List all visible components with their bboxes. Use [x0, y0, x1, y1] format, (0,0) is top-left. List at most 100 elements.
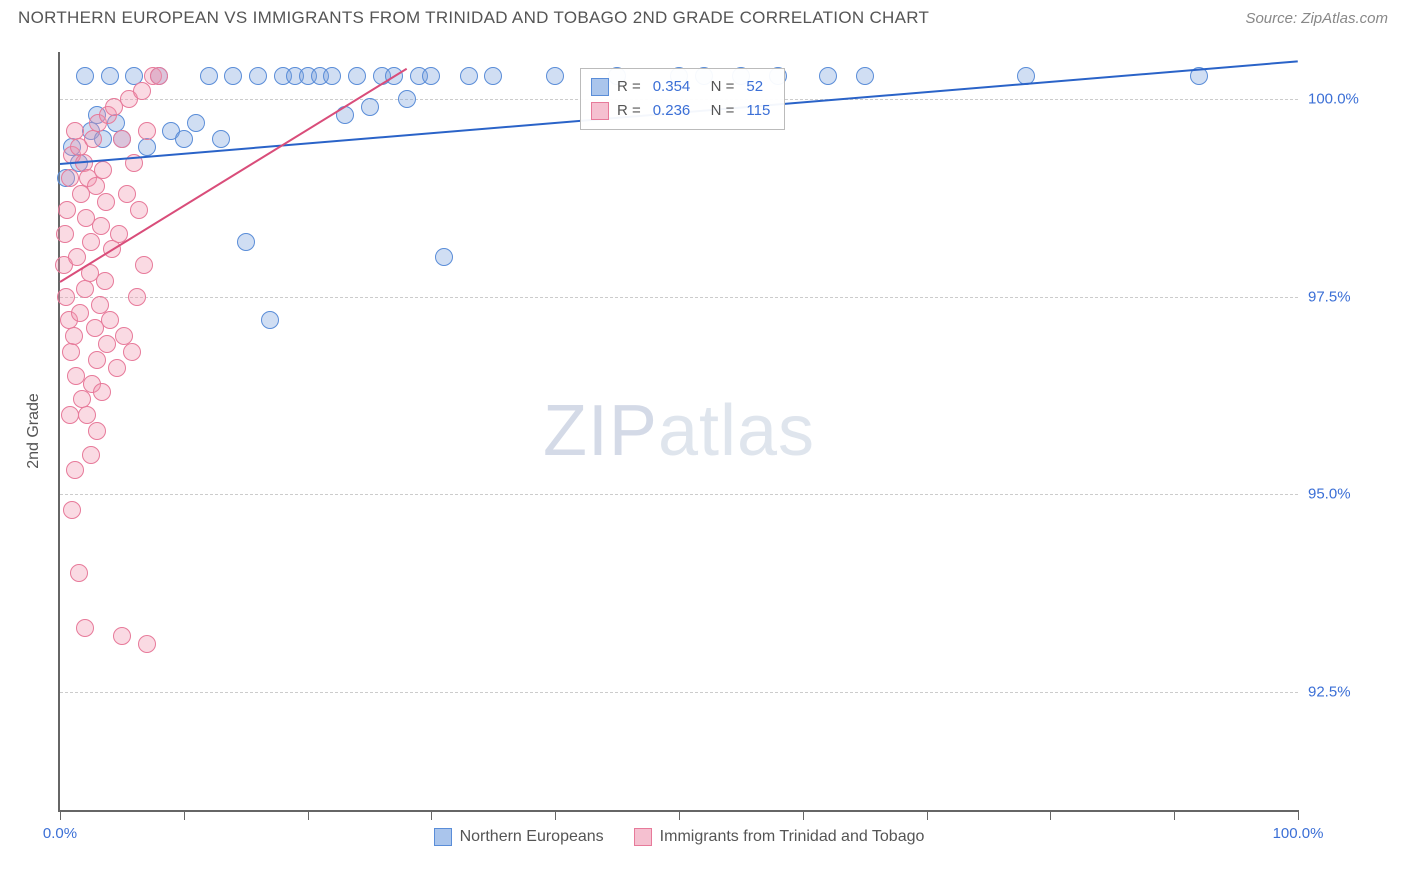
scatter-point	[484, 67, 502, 85]
scatter-point	[138, 122, 156, 140]
scatter-point	[224, 67, 242, 85]
stats-legend-row: R = 0.236 N = 115	[591, 99, 774, 123]
legend-n-value: 52	[746, 78, 763, 95]
scatter-point	[422, 67, 440, 85]
bottom-legend: Northern Europeans Immigrants from Trinid…	[60, 828, 1298, 846]
x-tick	[308, 810, 309, 820]
stats-legend-row: R = 0.354 N = 52	[591, 75, 774, 99]
stats-legend: R = 0.354 N = 52 R = 0.236 N = 115	[580, 68, 785, 130]
scatter-point	[187, 114, 205, 132]
plot-area: 2nd Grade ZIPatlas 92.5%95.0%97.5%100.0%…	[58, 52, 1298, 812]
scatter-point	[118, 185, 136, 203]
legend-swatch	[591, 102, 609, 120]
scatter-point	[819, 67, 837, 85]
scatter-point	[361, 98, 379, 116]
watermark-bold: ZIP	[543, 391, 658, 471]
x-tick	[1174, 810, 1175, 820]
x-tick	[60, 810, 61, 820]
scatter-point	[82, 233, 100, 251]
scatter-point	[61, 406, 79, 424]
scatter-point	[97, 193, 115, 211]
x-tick	[927, 810, 928, 820]
scatter-point	[237, 233, 255, 251]
scatter-point	[323, 67, 341, 85]
scatter-point	[63, 501, 81, 519]
scatter-point	[128, 288, 146, 306]
gridline-h	[60, 494, 1298, 495]
scatter-point	[88, 351, 106, 369]
legend-r-value: 0.236	[653, 102, 691, 119]
scatter-point	[101, 311, 119, 329]
scatter-point	[58, 201, 76, 219]
scatter-point	[98, 335, 116, 353]
scatter-point	[70, 564, 88, 582]
scatter-point	[57, 288, 75, 306]
scatter-point	[113, 130, 131, 148]
x-tick	[431, 810, 432, 820]
x-tick	[803, 810, 804, 820]
scatter-point	[200, 67, 218, 85]
scatter-point	[150, 67, 168, 85]
bottom-legend-label: Immigrants from Trinidad and Tobago	[660, 828, 925, 846]
scatter-point	[212, 130, 230, 148]
legend-n-value: 115	[746, 102, 770, 119]
legend-swatch	[634, 828, 652, 846]
legend-swatch	[591, 78, 609, 96]
scatter-point	[108, 359, 126, 377]
x-tick	[555, 810, 556, 820]
scatter-point	[65, 327, 83, 345]
gridline-h	[60, 297, 1298, 298]
scatter-point	[138, 138, 156, 156]
scatter-point	[856, 67, 874, 85]
bottom-legend-item: Immigrants from Trinidad and Tobago	[634, 828, 925, 846]
scatter-point	[76, 619, 94, 637]
watermark: ZIPatlas	[543, 390, 815, 472]
scatter-point	[101, 67, 119, 85]
scatter-point	[71, 304, 89, 322]
scatter-point	[76, 280, 94, 298]
scatter-point	[94, 161, 112, 179]
scatter-point	[546, 67, 564, 85]
scatter-point	[88, 422, 106, 440]
legend-n-label: N =	[702, 102, 734, 119]
scatter-point	[93, 383, 111, 401]
legend-r-value: 0.354	[653, 78, 691, 95]
x-tick	[184, 810, 185, 820]
scatter-point	[96, 272, 114, 290]
gridline-h	[60, 692, 1298, 693]
chart-source: Source: ZipAtlas.com	[1245, 10, 1388, 27]
scatter-point	[56, 225, 74, 243]
legend-r-label: R =	[617, 102, 641, 119]
scatter-point	[92, 217, 110, 235]
legend-swatch	[434, 828, 452, 846]
bottom-legend-label: Northern Europeans	[460, 828, 604, 846]
watermark-light: atlas	[658, 391, 815, 471]
y-tick-label: 95.0%	[1308, 486, 1378, 503]
legend-n-label: N =	[702, 78, 734, 95]
scatter-point	[133, 82, 151, 100]
scatter-point	[138, 635, 156, 653]
chart-container: 2nd Grade ZIPatlas 92.5%95.0%97.5%100.0%…	[18, 40, 1388, 852]
scatter-point	[130, 201, 148, 219]
scatter-point	[460, 67, 478, 85]
scatter-point	[61, 169, 79, 187]
scatter-point	[435, 248, 453, 266]
x-tick	[1298, 810, 1299, 820]
y-tick-label: 97.5%	[1308, 288, 1378, 305]
x-tick	[1050, 810, 1051, 820]
scatter-point	[175, 130, 193, 148]
scatter-point	[68, 248, 86, 266]
scatter-point	[66, 461, 84, 479]
scatter-point	[84, 130, 102, 148]
legend-r-label: R =	[617, 78, 641, 95]
scatter-point	[261, 311, 279, 329]
x-tick	[679, 810, 680, 820]
scatter-point	[82, 446, 100, 464]
scatter-point	[249, 67, 267, 85]
chart-title: NORTHERN EUROPEAN VS IMMIGRANTS FROM TRI…	[18, 8, 929, 28]
scatter-point	[348, 67, 366, 85]
scatter-point	[113, 627, 131, 645]
scatter-point	[62, 343, 80, 361]
y-axis-title: 2nd Grade	[25, 393, 43, 469]
y-tick-label: 92.5%	[1308, 683, 1378, 700]
